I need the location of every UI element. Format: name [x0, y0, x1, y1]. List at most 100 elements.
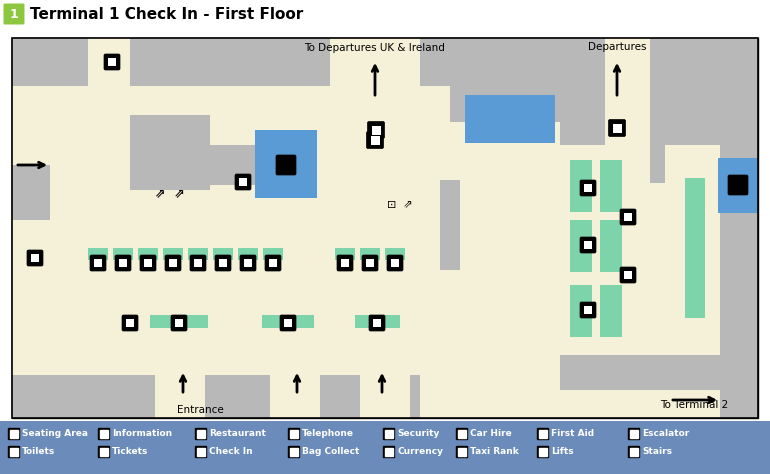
Bar	[200, 145, 255, 185]
FancyBboxPatch shape	[115, 255, 131, 271]
Bar	[269, 259, 277, 267]
Bar	[88, 248, 108, 260]
Text: 👥: 👥	[735, 181, 741, 190]
Bar	[244, 259, 252, 267]
Bar	[12, 165, 50, 220]
Bar	[94, 259, 102, 267]
FancyBboxPatch shape	[580, 180, 596, 196]
FancyBboxPatch shape	[90, 255, 106, 271]
FancyBboxPatch shape	[620, 267, 636, 283]
Bar	[8, 428, 19, 439]
Text: Security: Security	[397, 429, 440, 438]
Bar	[538, 429, 547, 438]
Text: Bag Collect: Bag Collect	[302, 447, 360, 456]
Bar	[360, 248, 380, 260]
Bar	[335, 248, 355, 260]
Text: Entrance: Entrance	[176, 405, 223, 415]
Bar	[255, 130, 317, 198]
Bar	[196, 429, 205, 438]
Bar	[8, 446, 19, 457]
Text: Toilets: Toilets	[22, 447, 55, 456]
Text: First Aid: First Aid	[551, 429, 594, 438]
Bar	[685, 178, 705, 318]
Bar	[384, 447, 393, 456]
Bar	[99, 429, 108, 438]
FancyBboxPatch shape	[369, 315, 385, 331]
Bar	[195, 446, 206, 457]
Bar	[188, 248, 208, 260]
Bar	[537, 446, 548, 457]
FancyBboxPatch shape	[367, 131, 383, 148]
Bar	[12, 86, 450, 390]
Bar	[630, 447, 638, 456]
Bar	[584, 241, 592, 249]
Text: Taxi Rank: Taxi Rank	[470, 447, 519, 456]
Bar	[288, 428, 299, 439]
Bar	[624, 213, 632, 221]
FancyBboxPatch shape	[728, 175, 748, 195]
Bar	[440, 180, 460, 270]
Bar	[130, 38, 330, 86]
Bar	[108, 58, 116, 66]
FancyBboxPatch shape	[165, 255, 181, 271]
FancyBboxPatch shape	[104, 54, 120, 70]
Bar	[366, 259, 374, 267]
Bar	[288, 446, 299, 457]
Bar	[219, 259, 227, 267]
Bar	[290, 447, 297, 456]
Bar	[570, 160, 592, 212]
FancyBboxPatch shape	[280, 315, 296, 331]
Bar	[12, 375, 420, 418]
Bar	[330, 38, 420, 122]
Bar	[370, 136, 380, 145]
Bar	[420, 390, 720, 418]
Bar	[456, 428, 467, 439]
Text: ⇗  ⇗: ⇗ ⇗	[155, 189, 185, 201]
Bar	[341, 259, 349, 267]
Bar	[371, 126, 380, 135]
FancyBboxPatch shape	[190, 255, 206, 271]
Bar	[12, 86, 35, 166]
Bar	[628, 428, 639, 439]
Bar	[456, 446, 467, 457]
Text: Telephone: Telephone	[302, 429, 354, 438]
Bar	[360, 375, 410, 418]
Bar	[113, 248, 133, 260]
FancyBboxPatch shape	[240, 255, 256, 271]
FancyBboxPatch shape	[4, 3, 25, 25]
Text: Currency: Currency	[397, 447, 443, 456]
Bar	[119, 259, 127, 267]
Bar	[98, 446, 109, 457]
Text: Tickets: Tickets	[112, 447, 149, 456]
Bar	[290, 429, 297, 438]
Bar	[195, 428, 206, 439]
Bar	[175, 319, 183, 327]
Bar	[457, 429, 466, 438]
FancyBboxPatch shape	[620, 209, 636, 225]
Bar	[144, 259, 152, 267]
Text: Check In: Check In	[209, 447, 253, 456]
FancyBboxPatch shape	[387, 255, 403, 271]
Bar	[391, 259, 399, 267]
Bar	[194, 259, 202, 267]
FancyBboxPatch shape	[27, 250, 43, 266]
Bar	[600, 160, 622, 212]
Bar	[12, 38, 758, 418]
Bar	[169, 259, 177, 267]
FancyBboxPatch shape	[122, 315, 138, 331]
Bar	[650, 145, 665, 183]
Bar	[612, 124, 621, 133]
Bar	[12, 38, 758, 418]
Bar	[31, 254, 39, 262]
Bar	[630, 429, 638, 438]
Bar	[570, 285, 592, 337]
Bar	[570, 220, 592, 272]
Bar	[238, 248, 258, 260]
Bar	[213, 248, 233, 260]
FancyBboxPatch shape	[235, 174, 251, 190]
Text: Departures: Departures	[588, 42, 646, 52]
Bar	[163, 248, 183, 260]
FancyBboxPatch shape	[276, 155, 296, 175]
Bar	[98, 428, 109, 439]
Bar	[263, 248, 283, 260]
